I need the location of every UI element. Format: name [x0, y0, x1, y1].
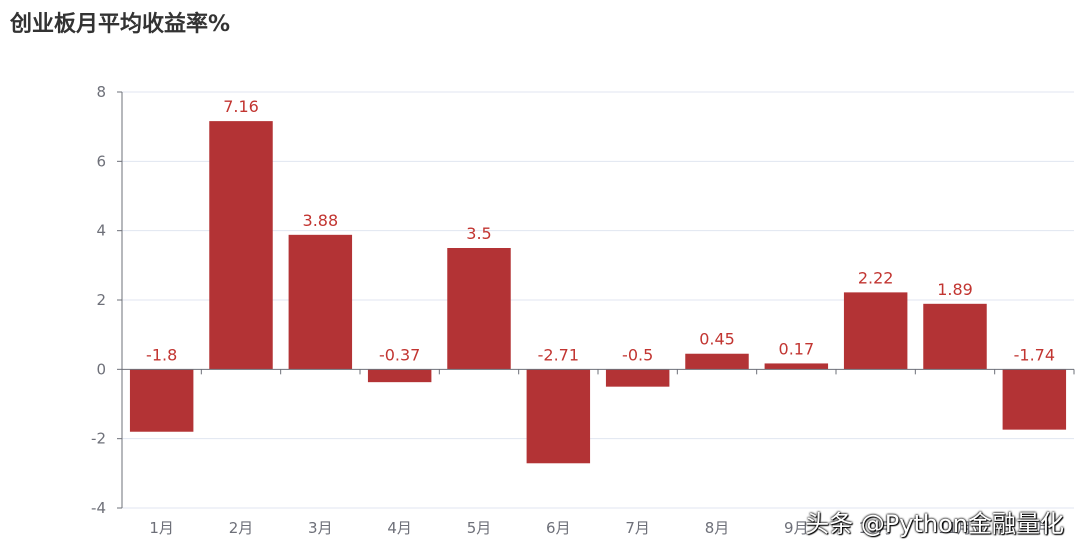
x-axis: 1月 2月 3月 4月 5月 6月 7月 8月 9月 10月 11月 12月 [121, 368, 1075, 537]
x-tick-label: 1月 [149, 519, 174, 537]
data-label: 3.88 [303, 211, 339, 230]
bar [843, 292, 908, 370]
y-tick-label: 2 [96, 291, 106, 309]
x-tick-label: 12月 [1017, 519, 1051, 537]
bar [605, 369, 670, 387]
y-tick-label: 0 [96, 360, 106, 378]
x-tick-label: 7月 [625, 519, 650, 537]
bar [288, 234, 353, 370]
data-label: 1.89 [937, 280, 973, 299]
x-tick-label: 4月 [387, 519, 412, 537]
data-label: 0.17 [779, 339, 815, 358]
x-tick-label: 3月 [308, 519, 333, 537]
watermark: 头条 @Python金融量化 [805, 510, 1064, 538]
bar [1002, 369, 1067, 430]
y-tick-label: 6 [96, 152, 106, 170]
x-tick-label: 2月 [229, 519, 254, 537]
data-label: 2.22 [858, 268, 894, 287]
bar [685, 353, 749, 370]
y-tick-label: -4 [91, 499, 106, 517]
data-label: 7.16 [223, 97, 259, 116]
grid-lines [122, 91, 1074, 509]
x-tick-label: 8月 [705, 519, 730, 537]
y-axis: -4 -2 0 2 4 6 8 [91, 83, 123, 517]
data-label: -1.74 [1014, 345, 1055, 364]
data-label: -0.5 [622, 345, 653, 364]
y-tick-label: -2 [91, 430, 106, 448]
y-tick-label: 4 [96, 222, 106, 240]
data-label: -1.8 [146, 345, 177, 364]
data-label: 0.45 [699, 330, 735, 349]
data-labels: -1.8 7.16 3.88 -0.37 3.5 -2.71 -0.5 0.45 0.17 2.2… [146, 97, 1055, 364]
x-tick-label: 11月 [938, 519, 972, 537]
bar [526, 369, 591, 464]
x-tick-label: 5月 [467, 519, 492, 537]
x-tick-label: 6月 [546, 519, 571, 537]
data-label: 3.5 [466, 224, 491, 243]
bar [367, 369, 432, 383]
x-tick-label: 9月 [784, 519, 809, 537]
x-tick-label: 10月 [859, 519, 893, 537]
y-tick-label: 8 [96, 83, 106, 101]
bar [209, 121, 273, 370]
bar [923, 303, 987, 370]
data-label: -2.71 [538, 345, 579, 364]
bars [129, 121, 1067, 464]
bar [129, 369, 194, 432]
bar [764, 363, 829, 370]
data-label: -0.37 [379, 345, 420, 364]
bar [447, 248, 511, 370]
chart-title: 创业板月平均收益率% [10, 12, 231, 37]
